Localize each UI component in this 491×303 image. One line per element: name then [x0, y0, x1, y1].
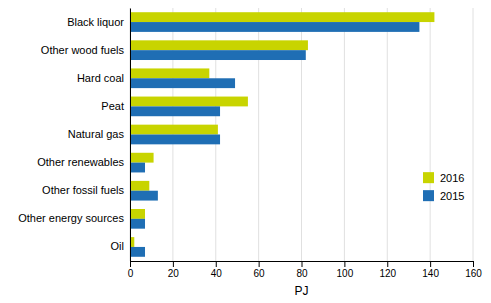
y-tick: Other renewables [37, 156, 124, 168]
bar [130, 22, 419, 32]
bar [130, 125, 218, 135]
bar [130, 12, 434, 22]
x-tick-mark [430, 261, 431, 267]
grid-line [430, 8, 431, 261]
x-tick-mark [173, 261, 174, 267]
x-axis-line [131, 262, 474, 268]
bar [130, 40, 308, 50]
bar-series [130, 22, 419, 257]
y-tick: Other fossil fuels [42, 184, 124, 196]
bar [130, 191, 158, 201]
grid-line [130, 8, 131, 261]
x-tick: 120 [379, 261, 396, 279]
y-tick-label: Other wood fuels [41, 44, 125, 56]
y-tick-label: Hard coal [77, 72, 124, 84]
x-axis: 0 20 40 60 80 100 120 140 160 [128, 261, 483, 279]
x-tick: 0 [128, 261, 134, 279]
y-tick: Black liquor [67, 16, 124, 28]
legend-item: 2016 [423, 172, 464, 184]
x-tick-mark [130, 261, 131, 267]
x-tick-label: 0 [128, 268, 134, 279]
y-tick: Oil [111, 240, 124, 252]
x-tick: 20 [168, 261, 180, 279]
legend-swatch [423, 190, 434, 201]
bar [130, 163, 145, 173]
bar [130, 106, 220, 116]
y-tick-label: Other renewables [37, 156, 124, 168]
x-tick-label: 80 [296, 268, 308, 279]
chart: 0 20 40 60 80 100 120 140 160 Black liquor Other w… [0, 0, 491, 303]
bar [130, 209, 145, 219]
grid-line [387, 8, 388, 261]
x-tick-mark [302, 261, 303, 267]
legend-item: 2015 [423, 190, 464, 202]
y-tick: Hard coal [77, 72, 124, 84]
x-tick-mark [216, 261, 217, 267]
y-tick-label: Peat [101, 100, 124, 112]
bar [130, 50, 306, 60]
x-tick: 100 [337, 261, 354, 279]
y-tick: Other wood fuels [41, 44, 125, 56]
x-tick-label: 100 [337, 268, 354, 279]
legend-label: 2016 [440, 172, 464, 184]
y-tick: Other energy sources [18, 212, 124, 224]
legend: 2016 2015 [423, 172, 464, 202]
plot: 0 20 40 60 80 100 120 140 160 Black liquor Other w… [18, 8, 482, 279]
legend-label: 2015 [440, 190, 464, 202]
x-tick-mark [387, 261, 388, 267]
bar [130, 219, 145, 229]
grid [130, 8, 473, 261]
x-tick-label: 40 [211, 268, 223, 279]
x-tick-label: 120 [379, 268, 396, 279]
x-tick-mark [259, 261, 260, 267]
bar [130, 181, 149, 191]
x-axis-title: PJ [294, 284, 308, 298]
x-tick-label: 20 [168, 268, 180, 279]
x-tick: 140 [422, 261, 439, 279]
x-tick: 40 [211, 261, 223, 279]
x-tick-label: 140 [422, 268, 439, 279]
y-tick: Natural gas [68, 128, 125, 140]
y-tick: Peat [101, 100, 124, 112]
bar [130, 68, 209, 78]
bar [130, 247, 145, 257]
y-axis-line [130, 9, 131, 262]
legend-swatch [423, 172, 434, 183]
bar [130, 153, 154, 163]
y-tick-label: Natural gas [68, 128, 125, 140]
bar [130, 135, 220, 145]
grid-line [473, 8, 474, 261]
x-tick-label: 160 [465, 268, 482, 279]
grid-line [344, 8, 345, 261]
x-tick: 160 [465, 261, 482, 279]
y-tick-label: Oil [111, 240, 124, 252]
x-tick-mark [344, 261, 345, 267]
y-tick-label: Black liquor [67, 16, 124, 28]
bar-series [130, 12, 434, 247]
x-tick: 60 [254, 261, 266, 279]
x-tick: 80 [296, 261, 308, 279]
x-tick-mark [473, 261, 474, 267]
bars [130, 12, 434, 257]
bar [130, 97, 248, 107]
y-tick-label: Other fossil fuels [42, 184, 124, 196]
x-tick-label: 60 [254, 268, 266, 279]
y-tick-label: Other energy sources [18, 212, 124, 224]
bar [130, 78, 235, 88]
y-axis: Black liquor Other wood fuels Hard coal Pea… [18, 9, 130, 262]
